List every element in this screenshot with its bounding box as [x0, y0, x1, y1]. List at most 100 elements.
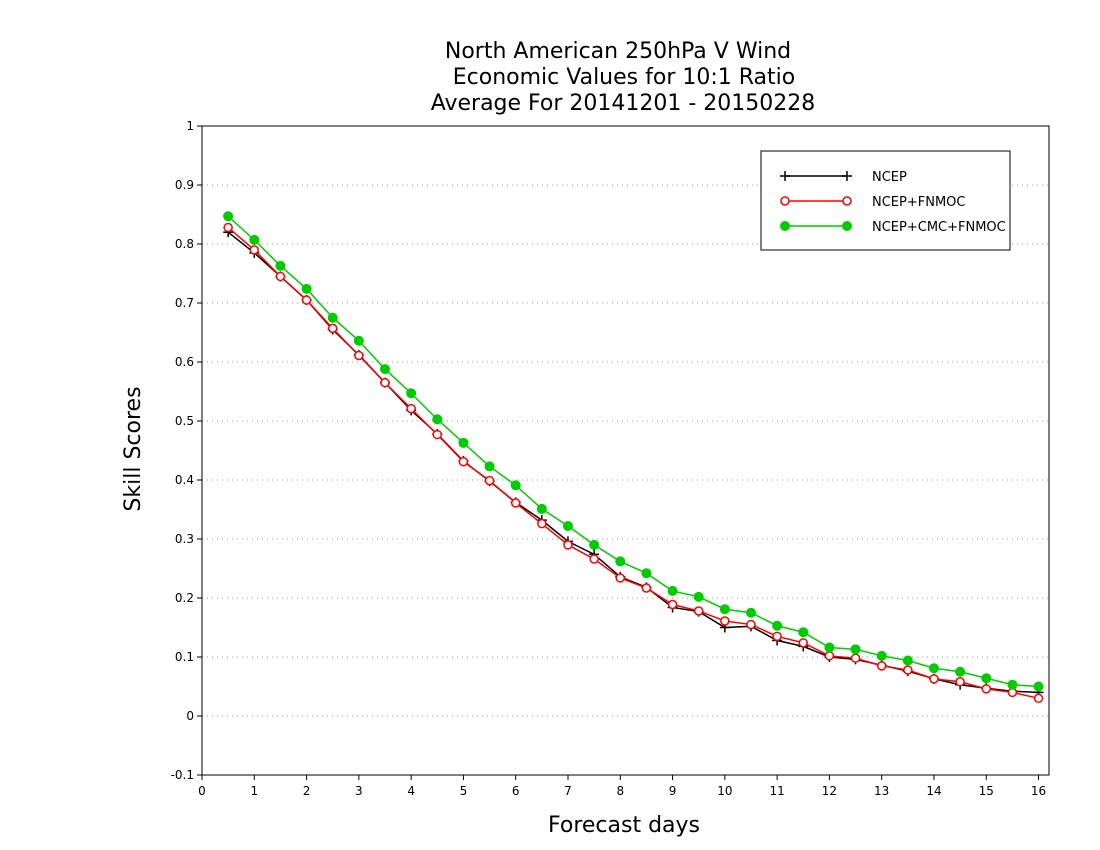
series-1-point-13: [563, 540, 573, 550]
series-1-point-14: [589, 554, 599, 564]
y-tick-label-10: 0.9: [175, 178, 194, 192]
x-tick-label-1: 1: [250, 784, 258, 798]
series-2-point-31: [1033, 681, 1044, 692]
x-tick-label-7: 7: [564, 784, 572, 798]
series-2-point-30: [1007, 679, 1018, 690]
series-2-point-16: [641, 568, 652, 579]
legend-item-0: NCEP: [780, 170, 907, 185]
series-1-point-0: [223, 222, 233, 233]
series-1-point-2: [275, 271, 286, 282]
chart-title: North American 250hPa V Wind Economic Va…: [431, 39, 816, 116]
series-1: [223, 222, 1044, 704]
series-2-point-29: [981, 673, 992, 684]
series-1-point-31: [1033, 693, 1044, 704]
series-2-point-6: [379, 364, 390, 375]
series-2-point-22: [798, 627, 809, 638]
chart-title-line-2: Economic Values for 10:1 Ratio: [453, 65, 795, 90]
series-2-point-26: [902, 655, 913, 666]
series-1-point-21: [772, 631, 782, 642]
gridlines: [202, 184, 1049, 717]
series-1-point-10: [484, 475, 495, 486]
legend-label-0: NCEP: [872, 170, 907, 185]
series-line-2: [227, 215, 1039, 688]
series-2-point-12: [536, 503, 547, 514]
series-2-point-14: [589, 539, 600, 550]
series-1-point-23: [824, 651, 835, 661]
x-axis-label: Forecast days: [548, 813, 700, 838]
series-1-point-1: [249, 245, 260, 255]
legend-marker-end-0: [842, 171, 852, 181]
series-2-point-27: [928, 663, 939, 674]
series-1-point-18: [693, 606, 704, 616]
x-tick-label-10: 10: [717, 784, 732, 798]
y-tick-label-4: 0.3: [175, 532, 194, 546]
series-line-1: [227, 226, 1039, 700]
series-2-point-10: [484, 461, 495, 472]
legend-label-1: NCEP+FNMOC: [872, 195, 965, 210]
series-1-point-3: [301, 295, 312, 305]
legend-marker-start-1: [780, 196, 790, 206]
series-2-point-15: [615, 556, 626, 567]
x-tick-label-11: 11: [769, 784, 784, 798]
series-2-point-21: [772, 620, 783, 631]
y-tick-label-6: 0.5: [175, 414, 194, 428]
x-tick-label-15: 15: [979, 784, 994, 798]
series-2-point-13: [562, 521, 573, 532]
plot-area-frame: [201, 125, 1050, 776]
series-1-point-22: [798, 638, 809, 648]
series-1-point-28: [955, 677, 965, 687]
legend-marker-start-0: [780, 171, 790, 181]
series-1-point-15: [615, 573, 626, 583]
x-tick-label-5: 5: [460, 784, 468, 798]
x-axis-ticks: 0 1 2 3 4 5 6 7 8 9 10 11 12 13 14 15 16: [198, 775, 1046, 798]
series-1-point-4: [327, 323, 338, 334]
y-tick-label-0: -0.1: [171, 768, 194, 782]
series-1-point-27: [929, 674, 939, 684]
y-axis-ticks: -0.1 0 0.1 0.2 0.3 0.4 0.5 0.6 0.7 0.8 0.9 1: [171, 119, 202, 782]
series-1-point-26: [903, 665, 913, 675]
chart-title-line-1: North American 250hPa V Wind: [445, 39, 791, 64]
y-tick-label-7: 0.6: [175, 355, 194, 369]
series-2-point-19: [719, 604, 730, 615]
legend-item-1: NCEP+FNMOC: [780, 195, 965, 210]
series-2-point-23: [824, 642, 835, 653]
series-1-point-7: [406, 403, 416, 414]
series-2-point-3: [301, 283, 312, 294]
series-1-point-25: [876, 661, 887, 671]
series-2-point-4: [327, 312, 338, 323]
y-tick-label-9: 0.8: [175, 237, 194, 251]
series-1-point-17: [667, 599, 678, 610]
x-tick-label-4: 4: [407, 784, 415, 798]
series-1-point-9: [458, 456, 469, 467]
x-tick-label-12: 12: [822, 784, 837, 798]
legend-marker-end-2: [842, 221, 852, 231]
legend-label-2: NCEP+CMC+FNMOC: [872, 220, 1006, 235]
series-2-point-9: [458, 437, 469, 448]
x-tick-label-8: 8: [616, 784, 624, 798]
series-1-point-8: [432, 429, 443, 440]
series-2-point-7: [406, 388, 417, 399]
x-tick-label-0: 0: [198, 784, 206, 798]
y-tick-label-3: 0.2: [175, 591, 194, 605]
x-tick-label-16: 16: [1031, 784, 1046, 798]
series-2: [223, 211, 1044, 692]
y-tick-label-8: 0.7: [175, 296, 194, 310]
legend-item-2: NCEP+CMC+FNMOC: [780, 220, 1006, 235]
series-2-point-25: [876, 650, 887, 661]
x-tick-label-3: 3: [355, 784, 363, 798]
series-1-point-29: [981, 684, 992, 694]
series-1-point-24: [850, 653, 861, 663]
x-tick-label-2: 2: [303, 784, 311, 798]
series-2-point-8: [432, 414, 443, 425]
series-1-point-19: [720, 616, 730, 626]
series-2-point-11: [510, 480, 521, 491]
x-tick-label-9: 9: [669, 784, 677, 798]
y-axis-label: Skill Scores: [121, 386, 146, 511]
series-2-point-24: [850, 644, 861, 655]
y-tick-label-2: 0.1: [175, 650, 194, 664]
legend-marker-start-2: [780, 221, 790, 231]
series-2-point-20: [745, 607, 756, 618]
series-2-point-0: [223, 211, 234, 222]
series-1-point-16: [641, 583, 652, 593]
